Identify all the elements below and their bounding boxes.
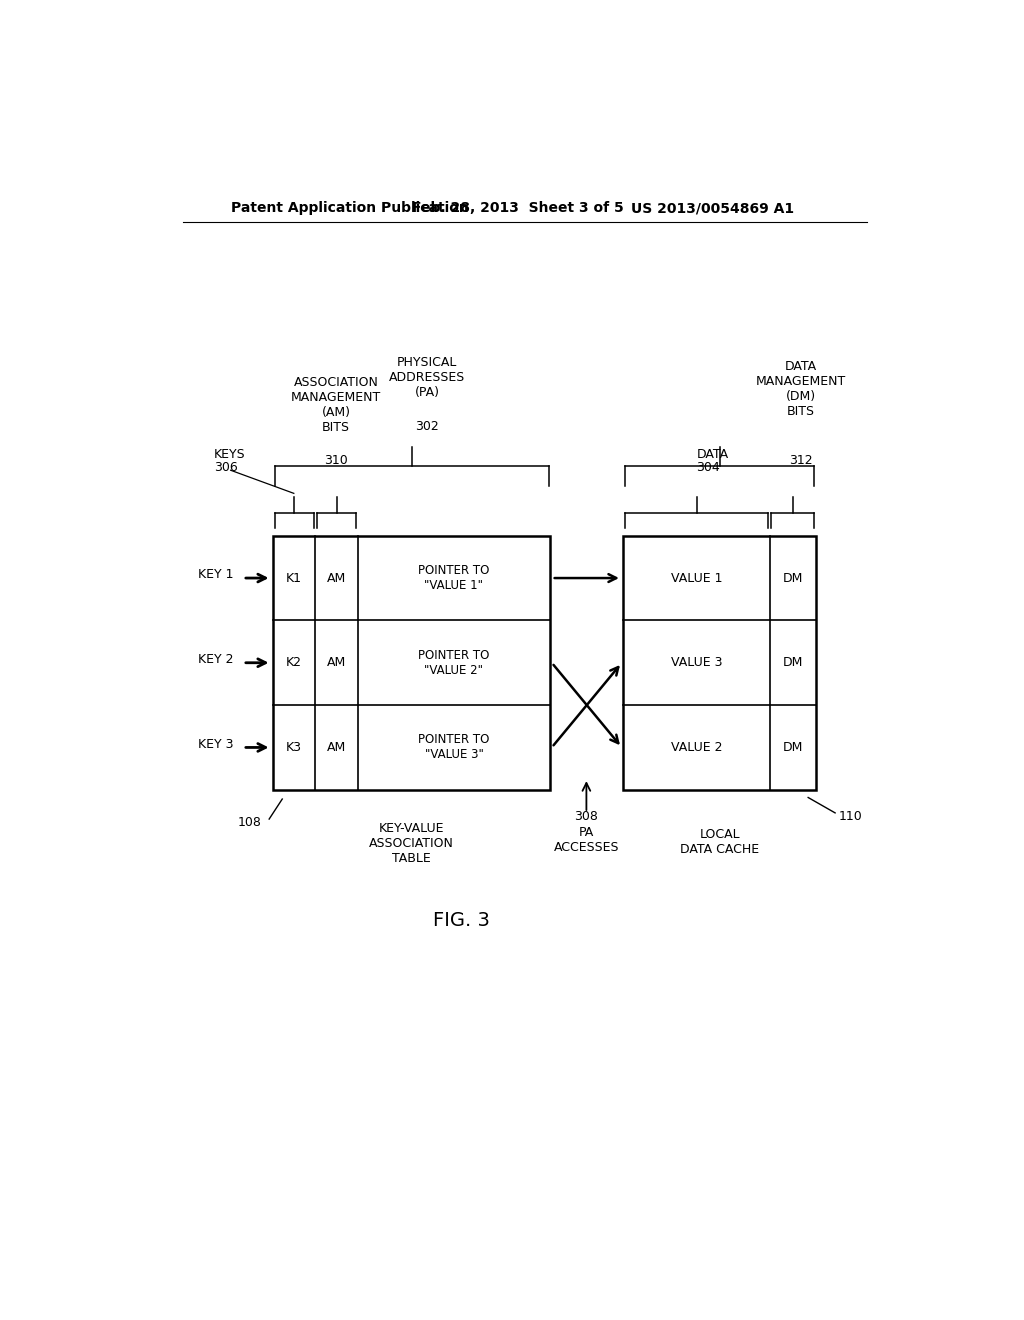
Text: 306: 306 <box>214 462 238 474</box>
Bar <box>273 536 550 789</box>
Text: 302: 302 <box>415 420 439 433</box>
Text: 308: 308 <box>574 810 598 824</box>
Text: KEY 1: KEY 1 <box>199 569 233 582</box>
Text: AM: AM <box>327 572 346 585</box>
Text: PHYSICAL
ADDRESSES
(PA): PHYSICAL ADDRESSES (PA) <box>389 356 465 400</box>
Text: 312: 312 <box>788 454 812 467</box>
Text: Patent Application Publication: Patent Application Publication <box>230 202 468 215</box>
Text: DATA
MANAGEMENT
(DM)
BITS: DATA MANAGEMENT (DM) BITS <box>756 360 846 418</box>
Text: DATA: DATA <box>696 449 729 462</box>
Text: 310: 310 <box>325 454 348 467</box>
Text: 304: 304 <box>696 462 720 474</box>
Text: AM: AM <box>327 741 346 754</box>
Text: ASSOCIATION
MANAGEMENT
(AM)
BITS: ASSOCIATION MANAGEMENT (AM) BITS <box>291 376 381 434</box>
Text: VALUE 1: VALUE 1 <box>671 572 722 585</box>
Text: POINTER TO
"VALUE 2": POINTER TO "VALUE 2" <box>418 648 489 677</box>
Text: K2: K2 <box>286 656 302 669</box>
Text: VALUE 2: VALUE 2 <box>671 741 722 754</box>
Text: US 2013/0054869 A1: US 2013/0054869 A1 <box>631 202 795 215</box>
Text: KEY 2: KEY 2 <box>199 653 233 667</box>
Text: VALUE 3: VALUE 3 <box>671 656 722 669</box>
Text: 110: 110 <box>839 810 862 824</box>
Bar <box>624 536 816 789</box>
Text: LOCAL
DATA CACHE: LOCAL DATA CACHE <box>680 828 759 857</box>
Text: K3: K3 <box>286 741 302 754</box>
Text: KEY-VALUE
ASSOCIATION
TABLE: KEY-VALUE ASSOCIATION TABLE <box>370 822 454 865</box>
Text: AM: AM <box>327 656 346 669</box>
Text: Feb. 28, 2013  Sheet 3 of 5: Feb. 28, 2013 Sheet 3 of 5 <box>412 202 624 215</box>
Text: DM: DM <box>782 741 803 754</box>
Text: POINTER TO
"VALUE 1": POINTER TO "VALUE 1" <box>418 564 489 593</box>
Text: KEY 3: KEY 3 <box>199 738 233 751</box>
Text: DM: DM <box>782 572 803 585</box>
Text: FIG. 3: FIG. 3 <box>433 911 490 931</box>
Text: KEYS: KEYS <box>214 449 246 462</box>
Text: POINTER TO
"VALUE 3": POINTER TO "VALUE 3" <box>418 734 489 762</box>
Text: PA
ACCESSES: PA ACCESSES <box>554 826 620 854</box>
Text: 108: 108 <box>238 816 261 829</box>
Text: K1: K1 <box>286 572 302 585</box>
Text: DM: DM <box>782 656 803 669</box>
